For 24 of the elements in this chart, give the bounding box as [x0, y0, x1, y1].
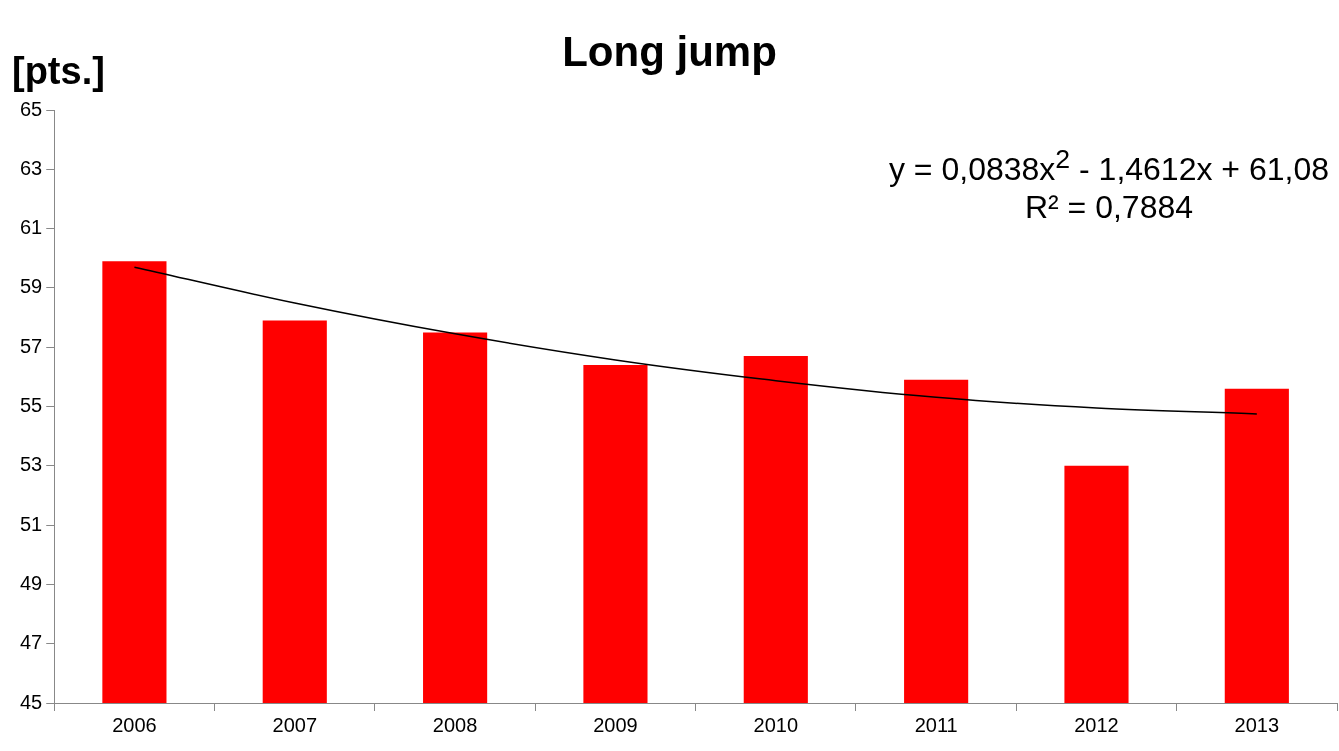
x-tick-label: 2010 [753, 713, 799, 736]
y-tick-label: 47 [20, 631, 43, 654]
y-tick-label: 61 [20, 216, 43, 239]
x-tick-label: 2012 [1074, 713, 1119, 736]
y-tick-label: 65 [20, 97, 43, 120]
chart-title: Long jump [562, 28, 777, 75]
x-tick-label: 2007 [272, 713, 318, 736]
y-tick-label: 55 [20, 394, 43, 417]
y-tick-label: 51 [20, 512, 43, 535]
annotation: y = 0,0838x$^{2}$ - 1,4612x + 61,08 [888, 143, 1329, 188]
x-tick-label: 2006 [112, 713, 157, 736]
x-tick-label: 2008 [432, 713, 478, 736]
x-tick-label: 2013 [1234, 713, 1280, 736]
y-tick-label: 59 [20, 275, 43, 298]
y-tick-label: 57 [20, 334, 43, 357]
y-tick-label: 63 [20, 156, 43, 179]
y-tick-label: 49 [20, 571, 43, 594]
x-tick-label: 2009 [593, 713, 638, 736]
y-tick-label: 53 [20, 453, 43, 476]
line-series [133, 266, 1258, 415]
x-tick-label: 2011 [914, 713, 958, 736]
annotation: R² = 0,7884 [1023, 187, 1195, 226]
y-tick-label: 45 [20, 690, 43, 713]
y-axis-title: [pts.] [12, 50, 105, 93]
